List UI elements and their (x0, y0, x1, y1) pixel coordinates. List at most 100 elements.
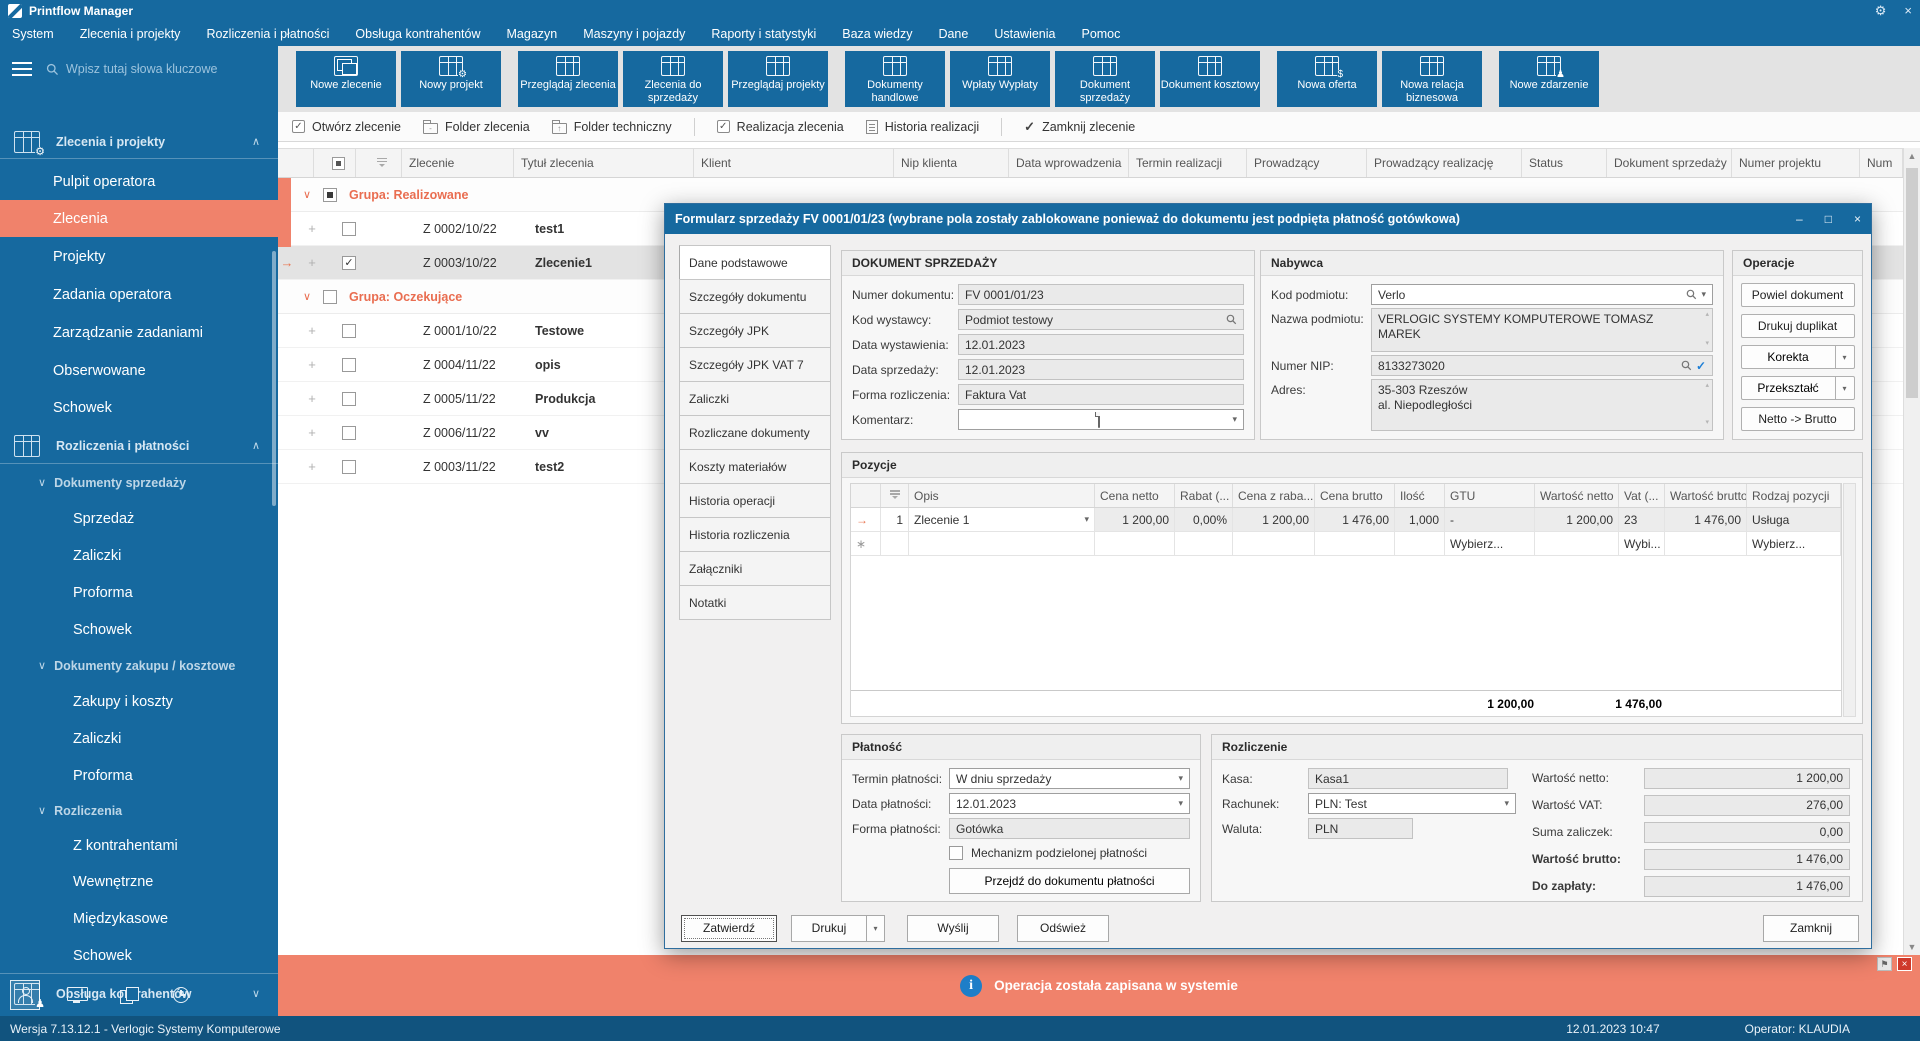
items-col-wartosc-brutto[interactable]: Wartość brutto (1665, 484, 1747, 507)
tab-dane-podstawowe[interactable]: Dane podstawowe (679, 245, 831, 280)
sidebar-group-dokumenty-zakupu[interactable]: ∨ Dokumenty zakupu / kosztowe (38, 658, 236, 673)
expand-icon[interactable]: + (308, 323, 316, 338)
row-checkbox[interactable] (342, 391, 356, 406)
new-order-button[interactable]: Nowe zlecenie (296, 51, 396, 107)
spin-up-icon[interactable]: ▴ (1705, 311, 1709, 318)
cost-document-button[interactable]: Dokument kosztowy (1160, 51, 1260, 107)
menu-rozliczenia-i-platnosci[interactable]: Rozliczenia i płatności (206, 27, 330, 41)
row-checkbox[interactable]: ✓ (342, 255, 356, 270)
row-checkbox[interactable] (342, 425, 356, 440)
chevron-down-icon[interactable]: ▾ (1178, 798, 1183, 808)
comment-template-icon[interactable] (1097, 411, 1100, 428)
menu-system[interactable]: System (12, 27, 54, 41)
row-checkbox[interactable] (342, 323, 356, 338)
column-header-numer-projektu[interactable]: Numer projektu (1732, 149, 1860, 177)
dialog-maximize-icon[interactable]: □ (1824, 212, 1832, 226)
spin-up-icon[interactable]: ▴ (1705, 382, 1709, 389)
items-col-ilosc[interactable]: Ilość (1395, 484, 1445, 507)
row-checkbox[interactable] (342, 221, 356, 236)
correction-dropdown-icon[interactable]: ▾ (1835, 345, 1855, 369)
sidebar-item-zaliczki-sprzedaz[interactable]: Zaliczki (73, 547, 122, 564)
menu-maszyny-i-pojazdy[interactable]: Maszyny i pojazdy (583, 27, 686, 41)
window-close-icon[interactable]: × (1904, 3, 1912, 18)
tab-historia-rozliczenia[interactable]: Historia rozliczenia (679, 517, 831, 552)
search-icon[interactable] (1226, 314, 1237, 325)
items-sort-header[interactable] (881, 484, 909, 507)
search-icon[interactable] (1686, 289, 1697, 300)
spin-down-icon[interactable]: ▾ (1705, 419, 1709, 427)
menu-obsluga-kontrahentow[interactable]: Obsługa kontrahentów (355, 27, 481, 41)
sidebar-item-proforma-zakupy[interactable]: Proforma (73, 767, 133, 784)
order-folder-action[interactable]: - Folder zlecenia (422, 119, 530, 134)
collapse-chevron-icon[interactable]: ∨ (302, 291, 312, 303)
items-col-wartosc-netto[interactable]: Wartość netto (1535, 484, 1619, 507)
sidebar-item-zlecenia[interactable]: Zlecenia (0, 200, 278, 237)
items-col-cena-brutto[interactable]: Cena brutto (1315, 484, 1395, 507)
dialog-close-icon[interactable]: × (1853, 212, 1861, 226)
expand-icon[interactable]: + (308, 425, 316, 440)
select-all-checkbox[interactable] (314, 149, 356, 177)
rachunek-select[interactable]: PLN: Test ▾ (1308, 793, 1516, 814)
print-button[interactable]: Drukuj (791, 915, 867, 942)
column-header-prowadzacy-realizacje[interactable]: Prowadzący realizację (1367, 149, 1522, 177)
sidebar-group-dokumenty-sprzedazy[interactable]: ∨ Dokumenty sprzedaży (38, 475, 187, 490)
order-realization-action[interactable]: ✓ Realizacja zlecenia (716, 120, 844, 134)
sidebar-item-schowek[interactable]: Schowek (53, 399, 112, 416)
settings-gear-icon[interactable]: ⚙ (1874, 3, 1887, 18)
sidebar-search-input[interactable]: Wpisz tutaj słowa kluczowe (46, 62, 217, 76)
expand-icon[interactable]: + (308, 255, 316, 270)
documents-quick-icon[interactable] (114, 980, 144, 1010)
row-checkbox[interactable] (342, 459, 356, 474)
items-col-opis[interactable]: Opis (909, 484, 1095, 507)
expand-icon[interactable]: + (308, 221, 316, 236)
sidebar-item-schowek-sprzedaz[interactable]: Schowek (73, 621, 132, 638)
chevron-down-icon[interactable]: ▾ (1701, 289, 1706, 299)
column-header-termin[interactable]: Termin realizacji (1129, 149, 1247, 177)
workstation-quick-icon[interactable] (62, 980, 92, 1010)
sidebar-item-zarzadzanie-zadaniami[interactable]: Zarządzanie zadaniami (53, 324, 203, 341)
column-header-data-wprowadzenia[interactable]: Data wprowadzenia (1009, 149, 1129, 177)
notification-close-icon[interactable]: × (1897, 957, 1912, 971)
group-checkbox[interactable] (323, 289, 337, 304)
sales-document-button[interactable]: Dokument sprzedaży (1055, 51, 1155, 107)
sidebar-scrollbar[interactable] (272, 251, 276, 506)
expand-icon[interactable]: + (308, 357, 316, 372)
sidebar-item-obserwowane[interactable]: Obserwowane (53, 362, 146, 379)
tab-szczegoly-dokumentu[interactable]: Szczegóły dokumentu (679, 279, 831, 314)
sidebar-item-pulpit-operatora[interactable]: Pulpit operatora (53, 173, 156, 190)
chevron-down-icon[interactable]: ▾ (1232, 414, 1237, 424)
operator-quick-icon[interactable] (10, 980, 40, 1010)
chevron-down-icon[interactable]: ▾ (1084, 514, 1089, 524)
expand-icon[interactable]: + (308, 459, 316, 474)
sidebar-item-z-kontrahentami[interactable]: Z kontrahentami (73, 837, 178, 854)
items-scrollbar[interactable] (1843, 483, 1856, 717)
hamburger-menu-icon[interactable] (12, 62, 32, 76)
column-header-status[interactable]: Status (1522, 149, 1607, 177)
realization-history-action[interactable]: Historia realizacji (865, 119, 979, 134)
chevron-down-icon[interactable]: ▾ (1504, 798, 1509, 808)
transform-button[interactable]: Przekształć (1740, 376, 1836, 400)
spin-down-icon[interactable]: ▾ (1705, 340, 1709, 348)
kod-wystawcy-field[interactable]: Podmiot testowy (958, 309, 1244, 330)
items-col-rabat[interactable]: Rabat (... (1175, 484, 1233, 507)
data-platnosci-select[interactable]: 12.01.2023 ▾ (949, 793, 1190, 814)
notification-flag-icon[interactable]: ⚑ (1877, 957, 1892, 971)
gtu-select[interactable]: Wybierz... (1445, 532, 1535, 555)
kod-podmiotu-field[interactable]: Verlo ▾ (1371, 284, 1713, 305)
items-col-cena-z-rabatem[interactable]: Cena z raba... (1233, 484, 1315, 507)
browse-projects-button[interactable]: Przeglądaj projekty (728, 51, 828, 107)
vat-select[interactable]: Wybi... (1619, 532, 1665, 555)
trade-documents-button[interactable]: Dokumenty handlowe (845, 51, 945, 107)
payments-button[interactable]: Wpłaty Wypłaty (950, 51, 1050, 107)
column-header-num[interactable]: Num (1860, 149, 1903, 177)
sidebar-item-zaliczki-zakupy[interactable]: Zaliczki (73, 730, 122, 747)
close-button[interactable]: Zamknij (1763, 915, 1859, 942)
tab-szczegoly-jpk[interactable]: Szczegóły JPK (679, 313, 831, 348)
table-vertical-scrollbar[interactable]: ▲ ▼ (1903, 148, 1920, 955)
items-col-vat[interactable]: Vat (... (1619, 484, 1665, 507)
sidebar-section-rozliczenia-i-platnosci[interactable]: Rozliczenia i płatności ∧ (0, 427, 278, 464)
column-header-klient[interactable]: Klient (694, 149, 894, 177)
tab-historia-operacji[interactable]: Historia operacji (679, 483, 831, 518)
correction-button[interactable]: Korekta (1740, 345, 1836, 369)
opis-combo[interactable]: Zlecenie 1 ▾ (909, 508, 1095, 531)
